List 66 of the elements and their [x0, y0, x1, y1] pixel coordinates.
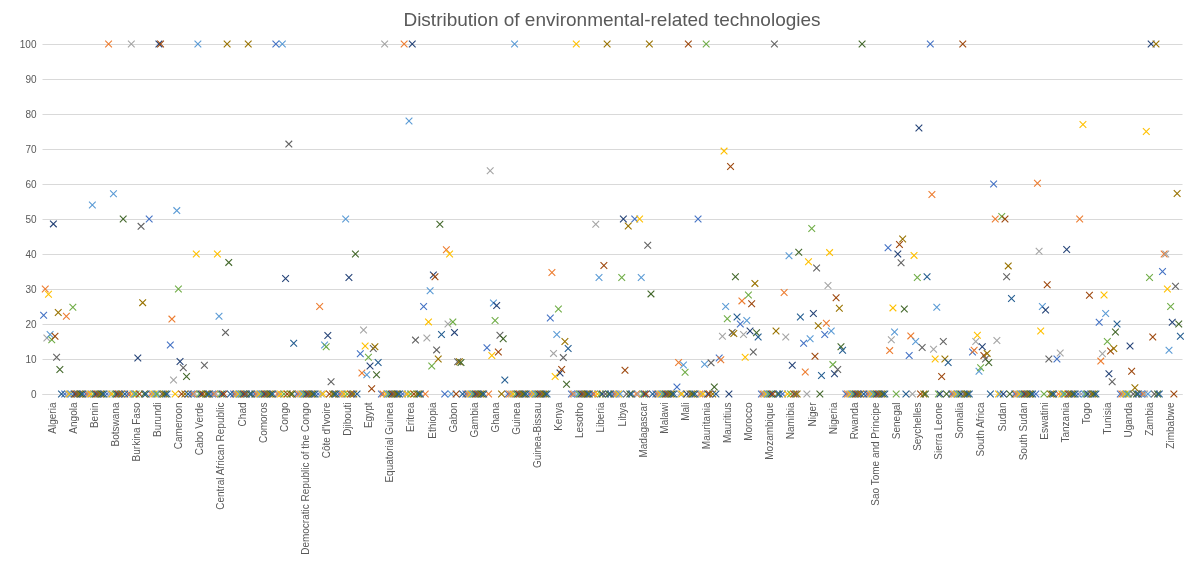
- x-tick-label: Mauritania: [701, 402, 712, 450]
- x-tick-label: Congo: [278, 402, 290, 432]
- x-tick-label: Madagascar: [637, 401, 649, 458]
- x-tick-label: Sierra Leone: [933, 402, 945, 460]
- chart-title: Distribution of environmental-related technologies: [403, 9, 821, 31]
- x-tick-label: Ethiopia: [426, 402, 438, 439]
- x-tick-label: Democratic Republic of the Congo: [299, 402, 311, 555]
- x-tick-label: Nigeria: [827, 402, 839, 435]
- x-tick-label: Chad: [236, 402, 248, 427]
- y-tick-label: 60: [25, 178, 37, 190]
- x-tick-label: Senegal: [891, 402, 902, 440]
- y-tick-label: 50: [25, 213, 37, 225]
- y-tick-label: 80: [25, 108, 37, 120]
- x-tick-label: Lesotho: [574, 402, 586, 439]
- x-tick-label: Eswatini: [1038, 402, 1050, 440]
- y-tick-label: 70: [25, 143, 37, 155]
- x-tick-label: Cabo Verde: [194, 402, 206, 456]
- x-tick-label: Somalia: [954, 402, 966, 439]
- x-tick-label: Tanzania: [1059, 402, 1071, 443]
- x-tick-label: Tunisia: [1102, 402, 1114, 435]
- x-tick-label: Zimbabwe: [1165, 402, 1177, 449]
- x-tick-label: Libya: [616, 402, 628, 427]
- x-tick-label: Egypt: [363, 402, 375, 429]
- x-tick-label: Algeria: [46, 402, 58, 434]
- x-tick-label: Angola: [67, 402, 79, 434]
- x-tick-label: Comoros: [257, 402, 269, 444]
- x-tick-label: Central African Republic: [215, 402, 227, 510]
- x-tick-label: Rwanda: [848, 402, 860, 440]
- y-tick-label: 40: [25, 248, 37, 260]
- x-tick-label: South Sudan: [1017, 402, 1029, 461]
- x-tick-label: Namibia: [785, 402, 797, 440]
- x-tick-label: Djibouti: [342, 402, 354, 436]
- x-tick-label: Burkina Faso: [131, 402, 142, 462]
- x-tick-label: Niger: [806, 401, 818, 427]
- x-tick-label: Botswana: [109, 402, 121, 447]
- x-tick-label: Burundi: [152, 402, 164, 437]
- x-tick-label: Eritrea: [405, 402, 417, 432]
- x-tick-label: Equatorial Guinea: [384, 402, 396, 483]
- y-tick-label: 100: [19, 38, 37, 50]
- y-tick-label: 0: [30, 388, 37, 400]
- x-tick-label: Sudan: [996, 402, 1008, 432]
- x-tick-label: Kenya: [553, 402, 565, 431]
- y-tick-label: 10: [25, 353, 37, 365]
- y-tick-label: 30: [25, 283, 37, 295]
- x-tick-label: Ghana: [489, 402, 501, 433]
- x-tick-label: Gambia: [468, 402, 480, 438]
- x-tick-label: Liberia: [595, 402, 607, 433]
- x-tick-label: Morocco: [743, 402, 755, 441]
- x-tick-label: Gabon: [447, 402, 459, 433]
- x-tick-label: Sao Tome and Principe: [869, 402, 881, 506]
- x-tick-label: Togo: [1081, 402, 1092, 425]
- x-tick-label: Cameroon: [173, 402, 185, 450]
- y-tick-label: 20: [25, 318, 37, 330]
- x-tick-label: Guinea: [511, 402, 522, 435]
- x-tick-label: Mali: [679, 402, 691, 421]
- x-tick-label: Mauritius: [722, 402, 734, 444]
- x-tick-label: Mozambique: [764, 402, 776, 460]
- x-tick-label: Zambia: [1144, 402, 1156, 436]
- x-tick-label: Benin: [88, 402, 100, 429]
- x-tick-label: Côte d'Ivoire: [321, 402, 332, 459]
- x-tick-label: Malawi: [658, 402, 670, 434]
- x-tick-label: Seychelles: [912, 402, 924, 451]
- x-tick-label: Uganda: [1123, 402, 1135, 438]
- x-tick-label: South Africa: [975, 402, 987, 457]
- x-tick-label: Guinea-Bissau: [532, 402, 544, 469]
- y-tick-label: 90: [25, 73, 37, 85]
